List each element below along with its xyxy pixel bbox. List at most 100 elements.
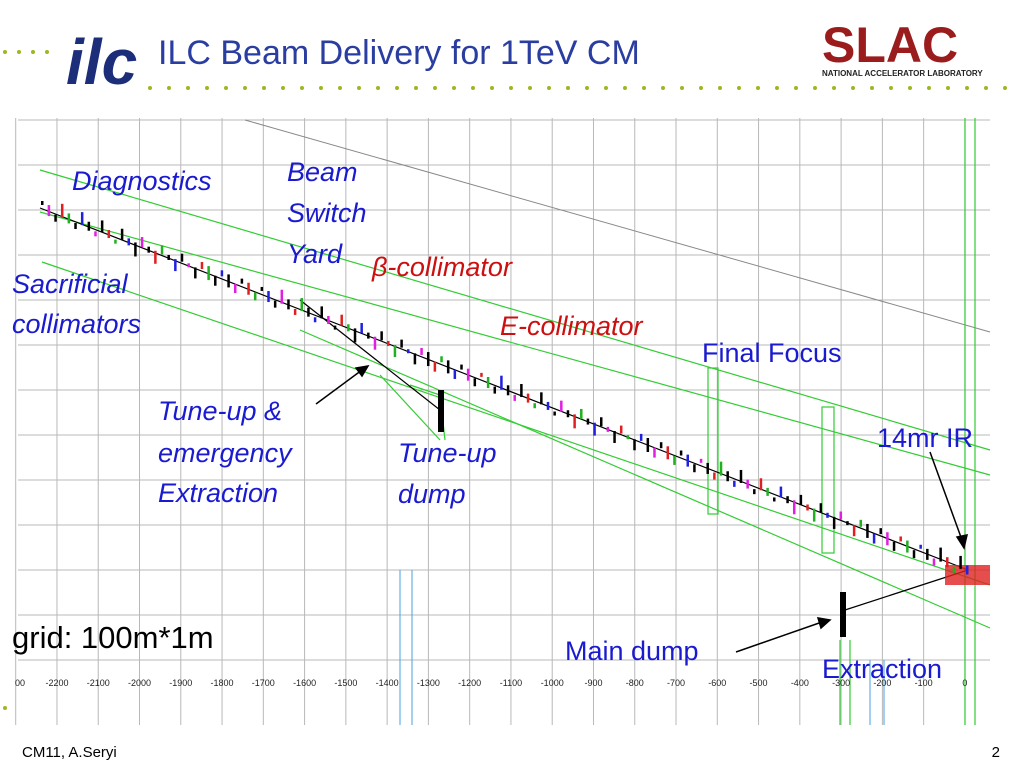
element [214, 275, 217, 286]
element [233, 284, 237, 294]
element [746, 479, 749, 489]
logo-subtitle: NATIONAL ACCELERATOR LABORATORY [822, 69, 983, 78]
element [87, 221, 91, 231]
element [140, 237, 144, 248]
element [74, 223, 77, 230]
element [287, 299, 290, 310]
element [846, 521, 849, 526]
element [466, 368, 470, 381]
element [174, 259, 177, 272]
element [766, 487, 769, 496]
element [407, 349, 410, 354]
title: ILC Beam Delivery for 1TeV CM [158, 34, 640, 72]
element [94, 231, 97, 237]
element [114, 239, 117, 244]
axis-label: -1800 [211, 678, 234, 688]
element [753, 489, 756, 495]
element [493, 386, 497, 394]
element [560, 400, 563, 412]
element [506, 385, 510, 396]
element [147, 246, 150, 253]
element [160, 245, 164, 255]
element [513, 394, 516, 401]
axis-label: -2200 [45, 678, 68, 688]
element [899, 536, 902, 542]
footer-author: CM11, A.Seryi [22, 744, 117, 761]
element [380, 331, 383, 341]
element [699, 458, 703, 463]
axis-label: -700 [667, 678, 685, 688]
element [393, 345, 397, 358]
element [613, 430, 616, 443]
element [679, 450, 683, 456]
element [932, 558, 936, 566]
axis-label: -2100 [87, 678, 110, 688]
element [41, 201, 44, 205]
axis-label: -900 [584, 678, 602, 688]
axis-label: -100 [915, 678, 933, 688]
element [526, 393, 530, 403]
label: dump [398, 479, 466, 509]
element [779, 486, 783, 498]
label: β-collimator [371, 252, 513, 282]
element [107, 230, 111, 239]
axis-label: -1500 [334, 678, 357, 688]
element [313, 317, 317, 323]
axis-label: -200 [873, 678, 891, 688]
element [659, 442, 663, 449]
element [367, 332, 370, 339]
element [566, 410, 570, 418]
element [520, 384, 523, 398]
element [327, 315, 330, 324]
axis-labels: 00 -2200 -2100 -2000 -1900 -1800 -1700 -1600 -15… [15, 678, 967, 688]
element [80, 212, 84, 226]
element [100, 220, 104, 233]
element [220, 270, 224, 277]
element [859, 519, 863, 527]
axis-label: -400 [791, 678, 809, 688]
element [533, 403, 536, 409]
element [759, 478, 763, 491]
element [167, 254, 170, 260]
element [413, 353, 417, 365]
element [253, 292, 257, 301]
element [426, 352, 430, 367]
axis-label: 0 [962, 678, 967, 688]
axis-label: -800 [626, 678, 644, 688]
element [573, 414, 576, 429]
element [626, 435, 630, 440]
element [273, 300, 277, 308]
element [786, 496, 789, 504]
element [580, 408, 583, 419]
element [333, 325, 337, 330]
element [440, 356, 443, 363]
element [619, 425, 623, 434]
element [832, 516, 836, 529]
label: Yard [287, 239, 343, 269]
element [280, 289, 284, 304]
label: Final Focus [702, 338, 842, 368]
element [480, 372, 483, 377]
element [127, 238, 131, 246]
label: emergency [158, 438, 293, 468]
element [460, 364, 463, 370]
element [320, 306, 323, 319]
element [739, 469, 743, 483]
element [733, 480, 736, 487]
element [593, 422, 596, 436]
logo-ilc: ilc [66, 26, 137, 98]
element [906, 540, 909, 553]
element [706, 462, 709, 474]
element [60, 203, 64, 218]
element [486, 376, 490, 388]
element [300, 298, 304, 312]
element [639, 433, 643, 441]
element [453, 369, 457, 379]
element [886, 532, 889, 546]
element [633, 439, 636, 451]
element [120, 228, 124, 240]
element [713, 472, 716, 480]
grid-note: grid: 100m*1m [12, 620, 214, 655]
decoration [3, 50, 1022, 710]
element [154, 250, 157, 264]
